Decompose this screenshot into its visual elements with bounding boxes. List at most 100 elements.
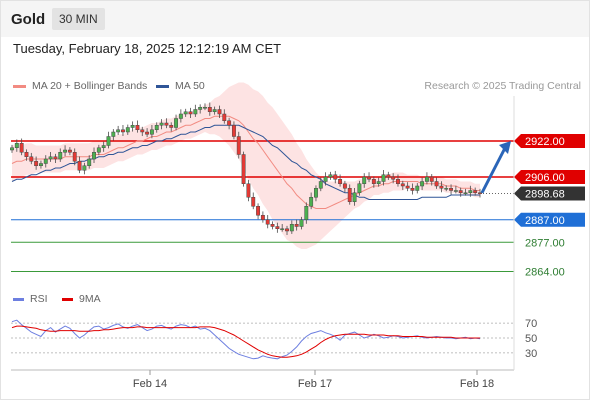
level-label-2864.00: 2864.00 (525, 267, 565, 279)
candle (453, 185, 458, 194)
level-label-2887.00: 2887.00 (525, 215, 565, 227)
candle-body-down (135, 125, 140, 130)
candle-body-up (58, 152, 63, 160)
candle-body-up (444, 188, 449, 190)
candle-body-up (87, 158, 92, 166)
candle (193, 104, 198, 117)
candle (72, 148, 77, 166)
rsi-line (11, 319, 481, 360)
candle (251, 192, 256, 210)
candle-body-up (212, 109, 217, 112)
candle-body-down (275, 226, 280, 229)
candle (169, 122, 174, 132)
candle (241, 151, 246, 187)
candle-body-up (96, 147, 101, 153)
candle-body-down (391, 176, 396, 180)
candle (352, 188, 357, 206)
candle (309, 192, 314, 210)
candle (116, 125, 121, 135)
candle (92, 147, 96, 164)
candle (34, 156, 39, 170)
candle-body-down (53, 156, 58, 160)
candle (270, 221, 275, 230)
candle (58, 148, 63, 162)
level-label-2922.00: 2922.00 (525, 136, 565, 148)
candle (14, 139, 19, 152)
candle-body-up (468, 190, 473, 193)
candle-body-down (294, 224, 299, 227)
candle-body-down (439, 185, 444, 189)
ma20-swatch (13, 84, 26, 88)
candle (121, 125, 125, 137)
candle (154, 122, 159, 133)
rsi-tick-70: 70 (525, 318, 537, 330)
ma9-legend-label: 9MA (79, 293, 101, 305)
candle-body-up (309, 197, 314, 207)
candle-body-up (92, 152, 96, 160)
candle (386, 171, 391, 180)
candle (463, 188, 468, 196)
candle (265, 215, 270, 229)
timeframe-badge[interactable]: 30 MIN (52, 8, 105, 30)
rsi-tick-50: 50 (525, 333, 537, 345)
candle (420, 177, 425, 191)
candle-body-down (169, 125, 174, 128)
candle-body-up (299, 219, 304, 227)
candle (415, 183, 420, 194)
candle (333, 170, 338, 184)
symbol-title: Gold (11, 11, 46, 28)
candle (212, 106, 217, 115)
candle (10, 144, 14, 153)
candle-body-up (130, 125, 135, 128)
x-tick-label: Feb 18 (460, 378, 494, 390)
rsi-swatch (13, 297, 24, 301)
candle-body-up (304, 206, 309, 220)
candle (87, 155, 92, 169)
candle-body-up (203, 107, 207, 109)
candle-body-down (342, 183, 347, 189)
candle (256, 203, 261, 220)
candle (444, 185, 449, 192)
candle (125, 124, 130, 135)
candle-body-up (183, 111, 188, 115)
rsi-panel: 70 50 30 (11, 318, 537, 360)
candle-body-down (410, 188, 415, 191)
candle (135, 120, 140, 133)
candle-body-down (429, 176, 434, 182)
candle (67, 147, 72, 156)
candle-body-up (63, 149, 68, 153)
candle (314, 185, 318, 202)
bollinger-band-layer (12, 82, 480, 249)
bollinger-band (12, 82, 480, 249)
level-label-2906.00: 2906.00 (525, 172, 565, 184)
candle-body-down (24, 152, 29, 157)
level-labels-layer: 2922.00 2906.00 2887.00 2877.00 2864.00 2898.… (514, 134, 585, 279)
candle (260, 211, 265, 223)
ma50-legend: MA 50 (156, 80, 205, 92)
rsi-tick-30: 30 (525, 348, 537, 360)
candle-body-up (314, 188, 318, 198)
candle (63, 145, 68, 157)
time-axis: Feb 14 Feb 17 Feb 18 (11, 96, 515, 390)
candle-body-down (285, 228, 289, 232)
ma20-legend: MA 20 + Bollinger Bands (13, 80, 147, 92)
candle (357, 180, 362, 196)
candle-body-down (121, 129, 125, 133)
candle (338, 174, 343, 187)
candle-body-up (48, 156, 53, 160)
candle-body-down (405, 185, 410, 189)
candle (410, 183, 415, 195)
candle-body-down (231, 125, 236, 137)
candle-body-up (149, 129, 154, 135)
candle-body-down (207, 107, 212, 112)
candle (478, 188, 482, 198)
candle-body-up (178, 113, 183, 119)
candle (318, 177, 323, 192)
candle-body-down (256, 206, 261, 216)
ma9-swatch (62, 297, 73, 301)
candle (396, 174, 400, 187)
candle-body-down (164, 122, 169, 126)
candle-body-down (270, 224, 275, 227)
candle (106, 131, 111, 149)
